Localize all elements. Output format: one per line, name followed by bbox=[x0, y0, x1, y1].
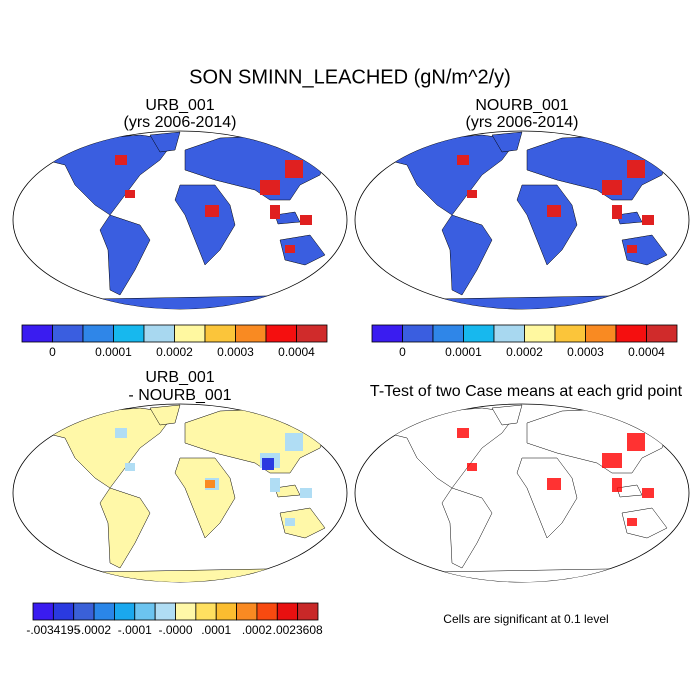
colorbar-box bbox=[195, 602, 217, 621]
colorbar-box bbox=[493, 324, 525, 343]
colorbar-box bbox=[21, 324, 53, 343]
colorbar-label: 0.0003 bbox=[217, 345, 254, 359]
colorbar-label: 0 bbox=[399, 345, 406, 359]
colorbar-label: 0.0004 bbox=[278, 345, 315, 359]
colorbar-box bbox=[143, 324, 175, 343]
colorbar-box bbox=[93, 602, 115, 621]
colorbar-label: -.0002 bbox=[77, 623, 111, 637]
map-diff bbox=[12, 403, 348, 593]
colorbar-box bbox=[236, 602, 258, 621]
colorbar-label: .0001 bbox=[201, 623, 231, 637]
colorbar-label: 0.0002 bbox=[506, 345, 543, 359]
colorbar-box bbox=[52, 602, 75, 621]
colorbar-box bbox=[296, 324, 328, 343]
colorbar-box bbox=[615, 324, 647, 343]
colorbar-box bbox=[174, 324, 206, 343]
colorbar-box bbox=[554, 324, 586, 343]
colorbar-label: 0.0001 bbox=[445, 345, 482, 359]
panel-title: URB_001 bbox=[145, 369, 214, 386]
panel-title: (yrs 2006-2014) bbox=[124, 114, 237, 131]
colorbar-label: 0 bbox=[49, 345, 56, 359]
colorbar-box bbox=[432, 324, 464, 343]
colorbar-box bbox=[297, 602, 319, 621]
colorbar-box bbox=[402, 324, 434, 343]
colorbar-box bbox=[371, 324, 403, 343]
colorbar-label: -.0000 bbox=[158, 623, 192, 637]
colorbar-box bbox=[154, 602, 176, 621]
colorbar-label: .0002 bbox=[242, 623, 272, 637]
colorbar-box bbox=[585, 324, 617, 343]
colorbar-box bbox=[52, 324, 84, 343]
figure-title: SON SMINN_LEACHED (gN/m^2/y) bbox=[189, 66, 511, 88]
map-nourb bbox=[354, 130, 690, 320]
colorbar-label: .0023608 bbox=[273, 623, 323, 637]
panel-title: - NOURB_001 bbox=[128, 387, 231, 404]
colorbar-label: -.0034195 bbox=[26, 623, 80, 637]
panel-title: URB_001 bbox=[145, 97, 214, 114]
colorbar-box bbox=[276, 602, 299, 621]
panel-title: NOURB_001 bbox=[475, 97, 568, 114]
colorbar-box bbox=[32, 602, 54, 621]
colorbar-box bbox=[646, 324, 678, 343]
colorbar-label: 0.0004 bbox=[628, 345, 665, 359]
colorbar-box bbox=[524, 324, 556, 343]
colorbar-box bbox=[73, 602, 95, 621]
colorbar-box bbox=[265, 324, 297, 343]
colorbar-box bbox=[113, 324, 145, 343]
colorbar-box bbox=[82, 324, 114, 343]
colorbar-box bbox=[463, 324, 495, 343]
panel-title: T-Test of two Case means at each grid po… bbox=[370, 383, 683, 400]
colorbar-box bbox=[215, 602, 237, 621]
colorbar-box bbox=[256, 602, 278, 621]
note: Cells are significant at 0.1 level bbox=[443, 612, 608, 626]
colorbar-label: 0.0001 bbox=[95, 345, 132, 359]
colorbar-box bbox=[175, 602, 197, 621]
colorbar-box bbox=[114, 602, 136, 621]
map-ttest bbox=[354, 403, 690, 593]
colorbar-label: 0.0003 bbox=[567, 345, 604, 359]
colorbar-label: 0.0002 bbox=[156, 345, 193, 359]
map-urb bbox=[12, 130, 348, 320]
colorbar-label: -.0001 bbox=[118, 623, 152, 637]
colorbar-box bbox=[134, 602, 156, 621]
panel-title: (yrs 2006-2014) bbox=[466, 114, 579, 131]
colorbar-box bbox=[235, 324, 267, 343]
colorbar-box bbox=[204, 324, 236, 343]
